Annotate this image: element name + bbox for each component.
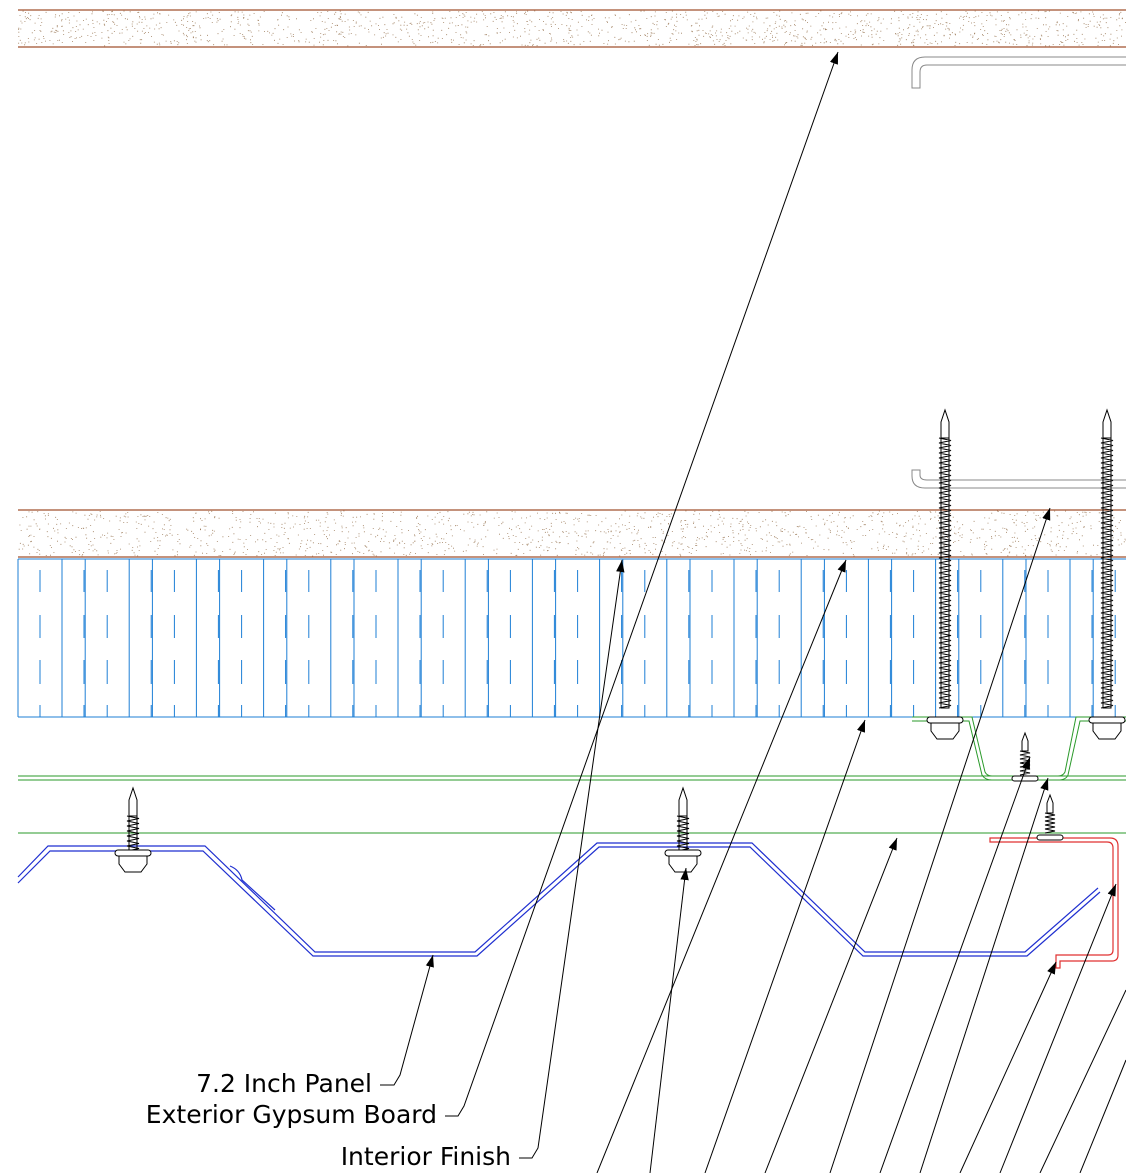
membrane <box>18 716 1126 834</box>
gypsum-board <box>18 9 1126 558</box>
leaders <box>380 51 1126 1173</box>
screw-thread <box>1019 750 1031 776</box>
screw-tip <box>678 786 688 817</box>
screw-thread <box>1100 437 1114 709</box>
screw-thread <box>126 815 140 857</box>
screw-tip <box>1021 731 1029 752</box>
leader-line <box>704 719 866 1173</box>
screw-shank <box>1102 437 1112 709</box>
leader-line <box>959 961 1057 1173</box>
screw-head <box>668 855 698 873</box>
leader-line <box>1039 989 1126 1173</box>
screw-thread <box>938 437 952 709</box>
screw <box>114 786 152 873</box>
speckle-dots <box>18 10 1126 557</box>
screw <box>1088 408 1126 740</box>
screw-tip <box>940 408 950 439</box>
sub-girt <box>989 837 1119 969</box>
metal-panel <box>17 842 1101 957</box>
screw <box>1036 793 1064 841</box>
screw-head <box>1092 722 1122 740</box>
leader-line <box>829 507 1051 1173</box>
washer <box>1036 834 1064 841</box>
leader-line <box>919 777 1049 1173</box>
leader-line <box>999 883 1117 1173</box>
leader-line <box>596 559 847 1173</box>
insulation <box>17 558 1126 718</box>
washer <box>1011 775 1039 782</box>
label: Interior Finish <box>341 1142 511 1171</box>
screw-tip <box>1046 793 1054 814</box>
screw-tip <box>1102 408 1112 439</box>
z-clip-top <box>911 56 1126 89</box>
screw-tip <box>128 786 138 817</box>
leader-line <box>445 51 839 1117</box>
washer <box>926 716 964 724</box>
label: 7.2 Inch Panel <box>196 1069 372 1098</box>
leader-line <box>879 756 1031 1173</box>
washer <box>664 849 702 857</box>
washer <box>114 849 152 857</box>
screw <box>1011 731 1039 782</box>
leader-line <box>764 837 898 1173</box>
washer <box>1088 716 1126 724</box>
leader-line <box>380 954 434 1086</box>
gypsum-texture <box>18 10 1126 557</box>
screw <box>926 408 964 740</box>
z-clip <box>911 469 1126 489</box>
label: Exterior Gypsum Board <box>146 1100 437 1129</box>
leader-line <box>519 559 625 1159</box>
screw-head <box>930 722 960 740</box>
leader-line <box>1079 1059 1126 1173</box>
fasteners <box>114 408 1126 873</box>
screw-thread <box>1044 812 1056 834</box>
screw <box>664 786 702 873</box>
screw-shank <box>940 437 950 709</box>
insulation-lines <box>17 559 1116 717</box>
leader-line <box>649 867 689 1173</box>
screw-head <box>118 855 148 873</box>
screw-thread <box>676 815 690 857</box>
